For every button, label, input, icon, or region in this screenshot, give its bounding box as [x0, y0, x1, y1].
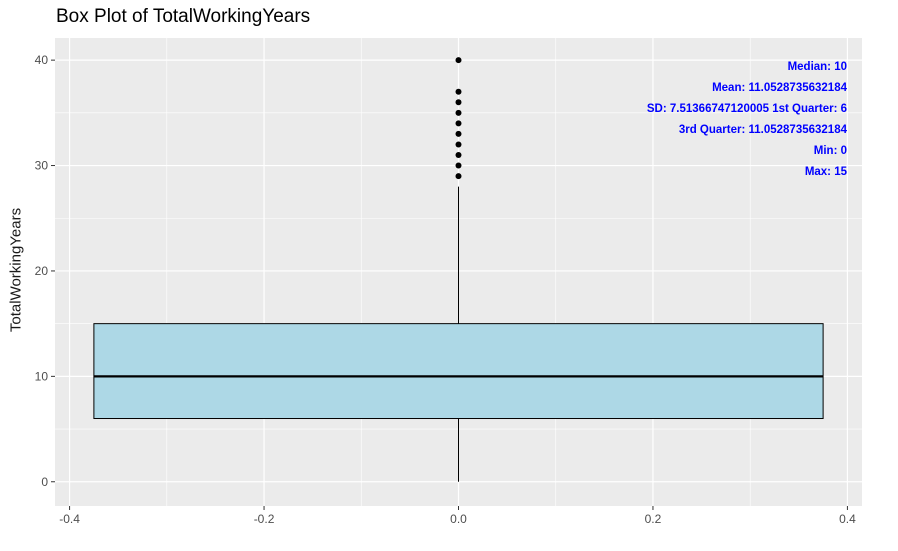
- outlier-point: [455, 173, 462, 180]
- outlier-point: [455, 141, 462, 148]
- chart-title: Box Plot of TotalWorkingYears: [56, 6, 311, 27]
- outlier-point: [455, 120, 462, 127]
- x-tick-label: 0.2: [645, 512, 662, 526]
- box-plot-body: [93, 186, 824, 482]
- stat-annotations: Median: 10 Mean: 11.0528735632184 SD: 7.51…: [647, 61, 848, 178]
- x-tick-label: -0.4: [59, 512, 80, 526]
- outlier-point: [455, 88, 462, 95]
- x-tick-label: 0.0: [450, 512, 467, 526]
- y-tick-label: 40: [35, 53, 49, 67]
- iqr-box: [93, 323, 824, 420]
- outlier-point: [455, 99, 462, 106]
- outlier-point: [455, 57, 462, 64]
- stat-annotation: Median: 10: [788, 61, 847, 73]
- stat-annotation: SD: 7.51366747120005 1st Quarter: 6: [647, 103, 847, 115]
- y-tick-label: 0: [41, 475, 48, 489]
- x-tick-label: -0.2: [254, 512, 275, 526]
- stat-annotation: Min: 0: [814, 145, 847, 157]
- y-axis: 0 10 20 30 40: [35, 53, 55, 489]
- x-tick-label: 0.4: [839, 512, 856, 526]
- stat-annotation: Mean: 11.0528735632184: [712, 82, 848, 94]
- outlier-point: [455, 109, 462, 116]
- outlier-points: [455, 57, 462, 180]
- y-tick-label: 30: [35, 159, 49, 173]
- x-axis: -0.4 -0.2 0.0 0.2 0.4: [59, 506, 856, 526]
- stat-annotation: 3rd Quarter: 11.0528735632184: [679, 124, 848, 136]
- y-tick-label: 20: [35, 264, 49, 278]
- outlier-point: [455, 152, 462, 158]
- stat-annotation: Max: 15: [805, 166, 848, 178]
- outlier-point: [455, 162, 462, 169]
- outlier-point: [455, 130, 462, 137]
- y-tick-label: 10: [35, 369, 49, 383]
